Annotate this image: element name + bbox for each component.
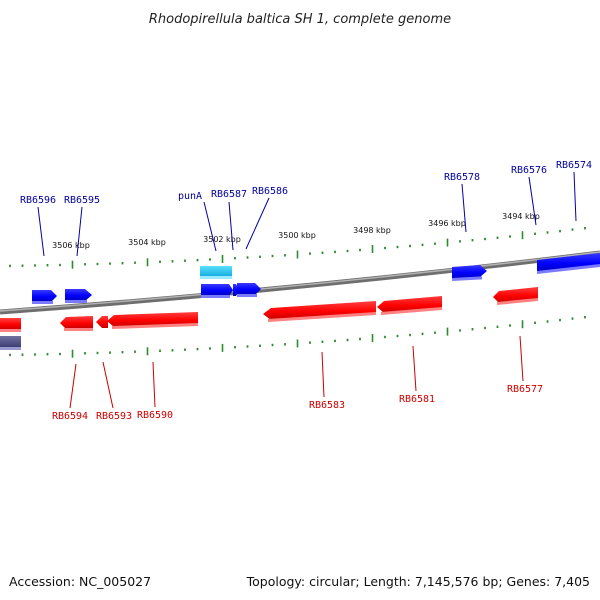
gene-other-left[interactable] — [0, 336, 21, 350]
gene-label[interactable]: RB6595 — [64, 195, 100, 206]
genome-backbone — [0, 250, 600, 315]
gene-label[interactable]: RB6586 — [252, 186, 288, 197]
gene-RB6578[interactable] — [451, 265, 487, 281]
gene-RB6593[interactable] — [96, 316, 108, 328]
map-title: Rhodopirellula baltica SH 1, complete ge… — [149, 12, 451, 27]
kbp-label: 3494 kbp — [502, 212, 540, 221]
gene-RB6581[interactable] — [377, 296, 442, 315]
lower-tick-row — [9, 316, 586, 358]
reverse-label-leaders — [69, 335, 524, 409]
upper-tick-row — [9, 227, 586, 269]
gene-label[interactable]: RB6578 — [444, 172, 480, 183]
gene-label[interactable]: RB6581 — [399, 394, 435, 405]
reverse-gene-labels: RB6594 RB6593 RB6590 RB6583 RB6581 RB657… — [52, 384, 543, 422]
gene-RB6576[interactable] — [537, 253, 600, 274]
gene-RB6595[interactable] — [65, 289, 92, 303]
accession-text: Accession: NC_005027 — [9, 574, 151, 589]
gene-label[interactable]: RB6594 — [52, 411, 88, 422]
gene-label[interactable]: RB6593 — [96, 411, 132, 422]
gene-RB6590[interactable] — [107, 312, 198, 329]
gene-RB6583[interactable] — [263, 301, 376, 322]
gene-left-edge[interactable] — [0, 318, 21, 332]
gene-label[interactable]: RB6576 — [511, 165, 547, 176]
kbp-label: 3502 kbp — [203, 235, 241, 244]
kbp-label: 3496 kbp — [428, 219, 466, 228]
gene-label[interactable]: punA — [178, 191, 202, 202]
forward-gene-labels: RB6596 RB6595 punA RB6587 RB6586 RB6578 … — [20, 160, 592, 206]
gene-label[interactable]: RB6596 — [20, 195, 56, 206]
kbp-label: 3504 kbp — [128, 238, 166, 247]
forward-strand-genes — [32, 253, 600, 304]
kbp-label: 3500 kbp — [278, 231, 316, 240]
gene-label[interactable]: RB6590 — [137, 410, 173, 421]
gene-label[interactable]: RB6583 — [309, 400, 345, 411]
genome-backbone-highlight — [0, 251, 600, 312]
rna-gene[interactable] — [200, 266, 232, 279]
gene-label[interactable]: RB6577 — [507, 384, 543, 395]
kbp-label: 3506 kbp — [52, 241, 90, 250]
gene-RB6596[interactable] — [32, 290, 57, 304]
gene-RB6594[interactable] — [60, 316, 93, 331]
gene-label[interactable]: RB6574 — [556, 160, 592, 171]
kbp-scale: 3506 kbp 3504 kbp 3502 kbp 3500 kbp 3498… — [52, 212, 540, 250]
forward-label-leaders — [37, 171, 577, 257]
reverse-strand-genes — [0, 287, 538, 350]
gene-punA[interactable] — [201, 284, 233, 298]
topology-text: Topology: circular; Length: 7,145,576 bp… — [246, 574, 590, 589]
gene-RB6586[interactable] — [237, 283, 261, 297]
gene-RB6577[interactable] — [493, 287, 538, 305]
kbp-label: 3498 kbp — [353, 226, 391, 235]
gene-label[interactable]: RB6587 — [211, 189, 247, 200]
